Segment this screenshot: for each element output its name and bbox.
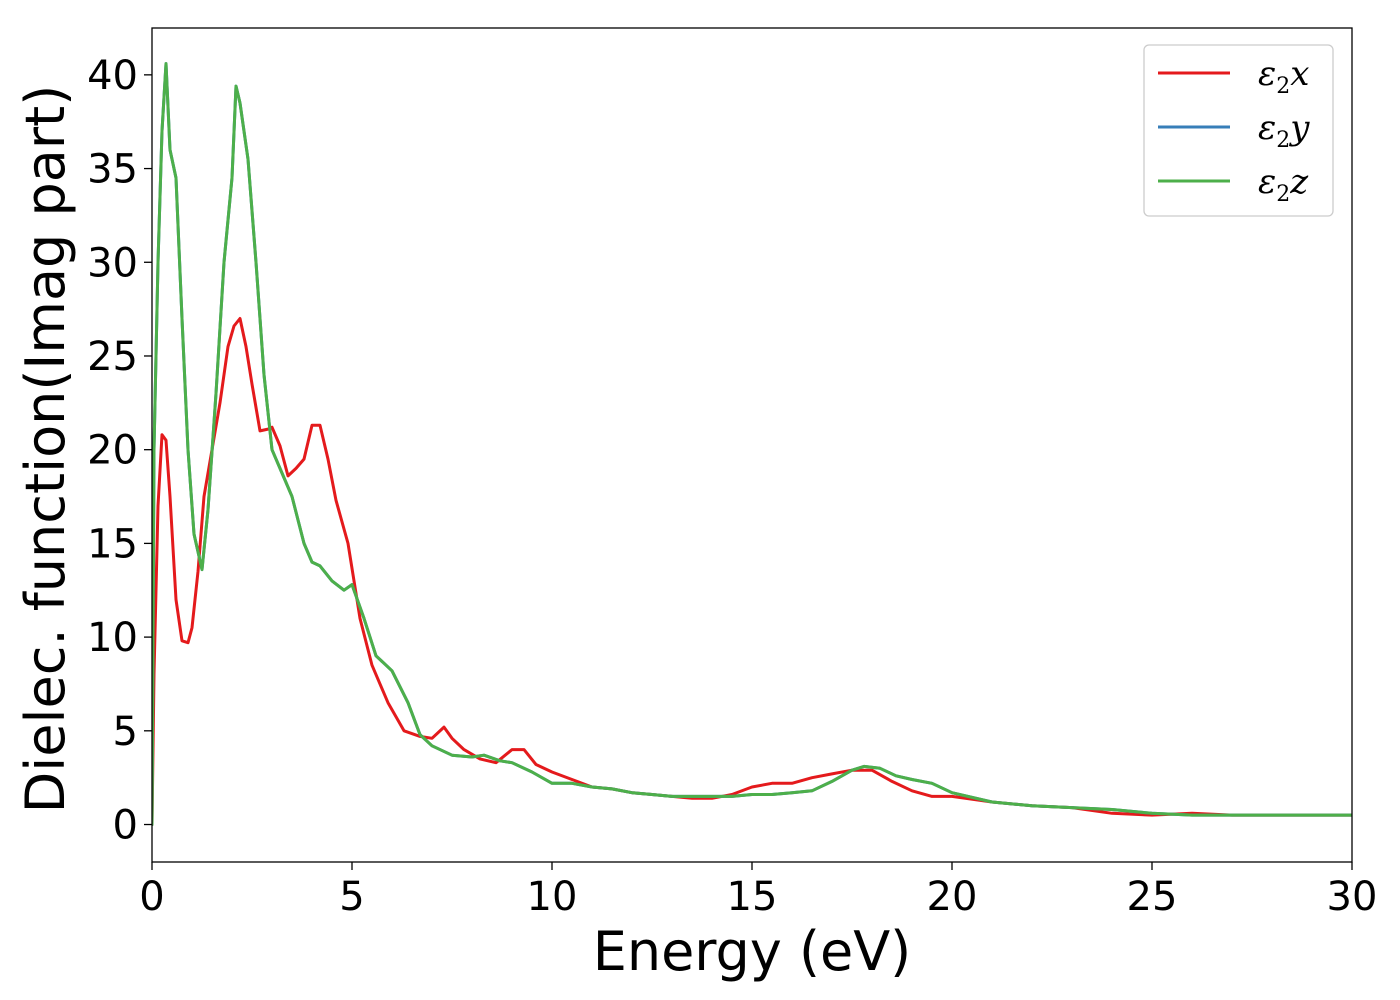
series-line-z	[152, 62, 1352, 826]
x-tick-label: 20	[927, 874, 978, 920]
legend-label-y: ε2y	[1258, 108, 1310, 153]
y-axis-ticks: 0 5 10 15 20 25 30 35 40	[87, 53, 152, 849]
series-line-x	[152, 317, 1352, 826]
x-tick-label: 0	[139, 874, 164, 920]
x-axis-ticks: 0 5 10 15 20 25 30	[139, 862, 1377, 920]
y-tick-label: 25	[87, 334, 138, 380]
legend: ε2x ε2y ε2z	[1143, 44, 1334, 217]
y-tick-label: 35	[87, 147, 138, 193]
legend-item-y: ε2y	[1158, 108, 1310, 153]
x-tick-label: 15	[727, 874, 778, 920]
y-tick-label: 30	[87, 240, 138, 286]
series-layer	[152, 62, 1352, 826]
x-tick-label: 5	[339, 874, 364, 920]
x-tick-label: 30	[1327, 874, 1378, 920]
legend-label-x: ε2x	[1258, 54, 1309, 99]
y-tick-label: 10	[87, 615, 138, 661]
y-axis-label: Dielec. function(Imag part)	[14, 85, 77, 814]
y-tick-label: 15	[87, 521, 138, 567]
x-axis-label: Energy (eV)	[593, 920, 912, 983]
legend-item-z: ε2z	[1158, 162, 1309, 207]
legend-item-x: ε2x	[1158, 54, 1309, 99]
x-tick-label: 10	[527, 874, 578, 920]
y-tick-label: 40	[87, 53, 138, 99]
y-tick-label: 5	[113, 709, 138, 755]
x-tick-label: 25	[1127, 874, 1178, 920]
legend-box	[1143, 44, 1334, 217]
legend-label-z: ε2z	[1258, 162, 1309, 207]
y-tick-label: 20	[87, 428, 138, 474]
y-tick-label: 0	[113, 803, 138, 849]
